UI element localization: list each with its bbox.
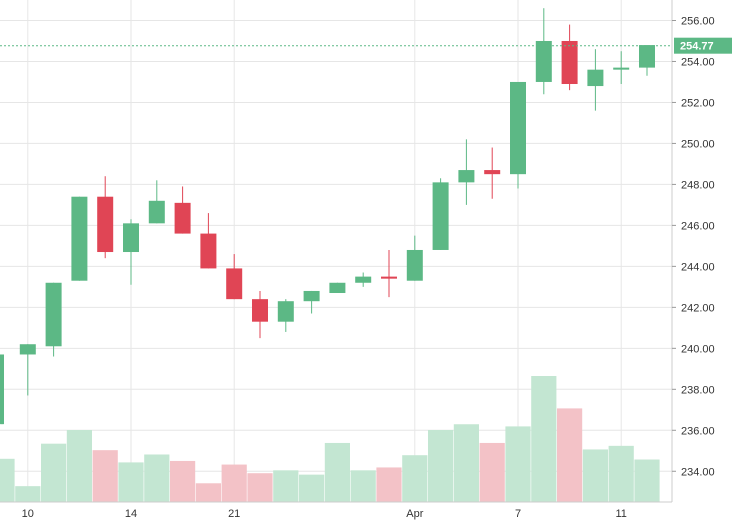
candle-body	[0, 354, 4, 425]
date-tick-label: 7	[515, 508, 521, 520]
volume-bar	[144, 454, 170, 502]
date-tick-label: 14	[125, 508, 137, 520]
volume-bar	[0, 458, 15, 502]
candle-body	[19, 344, 36, 355]
price-tick-label: 236.00	[681, 425, 715, 437]
price-tick-label: 246.00	[681, 220, 715, 232]
volume-bar	[634, 459, 660, 502]
volume-bar	[350, 470, 376, 502]
candle-body	[226, 268, 243, 300]
gridlines	[0, 0, 672, 502]
candle-body	[535, 40, 552, 82]
candle-body	[252, 299, 268, 322]
volume-bar	[118, 462, 144, 502]
candle-body	[406, 249, 423, 281]
date-tick-label: 21	[228, 508, 240, 520]
candle-body	[174, 202, 191, 234]
volume-bars	[0, 376, 660, 502]
candle-body	[71, 196, 88, 281]
candle-body	[123, 223, 139, 253]
candle-body	[200, 233, 217, 269]
candle-body	[277, 301, 294, 322]
candle-body	[45, 282, 62, 347]
volume-bar	[170, 460, 196, 502]
volume-bar	[41, 443, 67, 502]
volume-bar	[221, 464, 247, 502]
price-tick-label: 256.00	[681, 15, 715, 27]
price-tick-label: 240.00	[681, 343, 715, 355]
price-candles	[0, 8, 655, 425]
volume-bar	[273, 470, 299, 502]
volume-bar	[247, 473, 273, 502]
volume-bar	[557, 408, 583, 502]
volume-bar	[453, 424, 479, 502]
candle-body	[355, 276, 372, 283]
candle-body	[587, 69, 604, 87]
candle-body	[381, 276, 397, 279]
volume-bar	[428, 430, 454, 502]
volume-bar	[479, 442, 505, 502]
candle-body	[329, 282, 346, 294]
candle-body	[561, 40, 578, 85]
candle-body	[458, 170, 475, 183]
last-price-tag-background	[674, 37, 732, 54]
price-tick-label: 248.00	[681, 179, 715, 191]
price-axis-ticks: 234.00 236.00 238.00 240.00 242.00 244.00 246.…	[672, 15, 715, 478]
volume-bar	[195, 483, 221, 502]
last-price-label: 254.77	[680, 41, 714, 53]
volume-bar	[531, 376, 557, 502]
last-price-tag: 254.77	[674, 37, 732, 54]
price-tick-label: 238.00	[681, 384, 715, 396]
candle-body	[639, 45, 655, 68]
volume-bar	[402, 455, 428, 502]
candle-body	[303, 290, 320, 302]
candle-body	[510, 81, 526, 175]
price-tick-label: 242.00	[681, 302, 715, 314]
price-tick-label: 252.00	[681, 97, 715, 109]
date-tick-label: 10	[22, 508, 34, 520]
volume-bar	[324, 442, 350, 502]
date-axis-ticks: 10 14 21 Apr 7 11	[0, 501, 672, 520]
volume-bar	[582, 449, 608, 502]
volume-bar	[66, 430, 92, 502]
volume-bar	[376, 467, 402, 502]
price-tick-label: 244.00	[681, 261, 715, 273]
volume-bar	[92, 450, 118, 502]
price-tick-label: 250.00	[681, 138, 715, 150]
volume-bar	[505, 426, 531, 502]
candle-body	[148, 200, 165, 224]
volume-bar	[299, 474, 325, 502]
candle-body	[484, 170, 501, 175]
price-tick-label: 254.00	[681, 56, 715, 68]
date-tick-label: Apr	[406, 508, 423, 520]
date-tick-label: 11	[615, 508, 626, 520]
price-tick-label: 234.00	[681, 466, 715, 478]
candle-body	[613, 67, 630, 70]
volume-bar	[15, 486, 41, 502]
volume-bar	[608, 445, 634, 502]
candle-body	[97, 196, 114, 253]
candle-body	[432, 182, 449, 250]
